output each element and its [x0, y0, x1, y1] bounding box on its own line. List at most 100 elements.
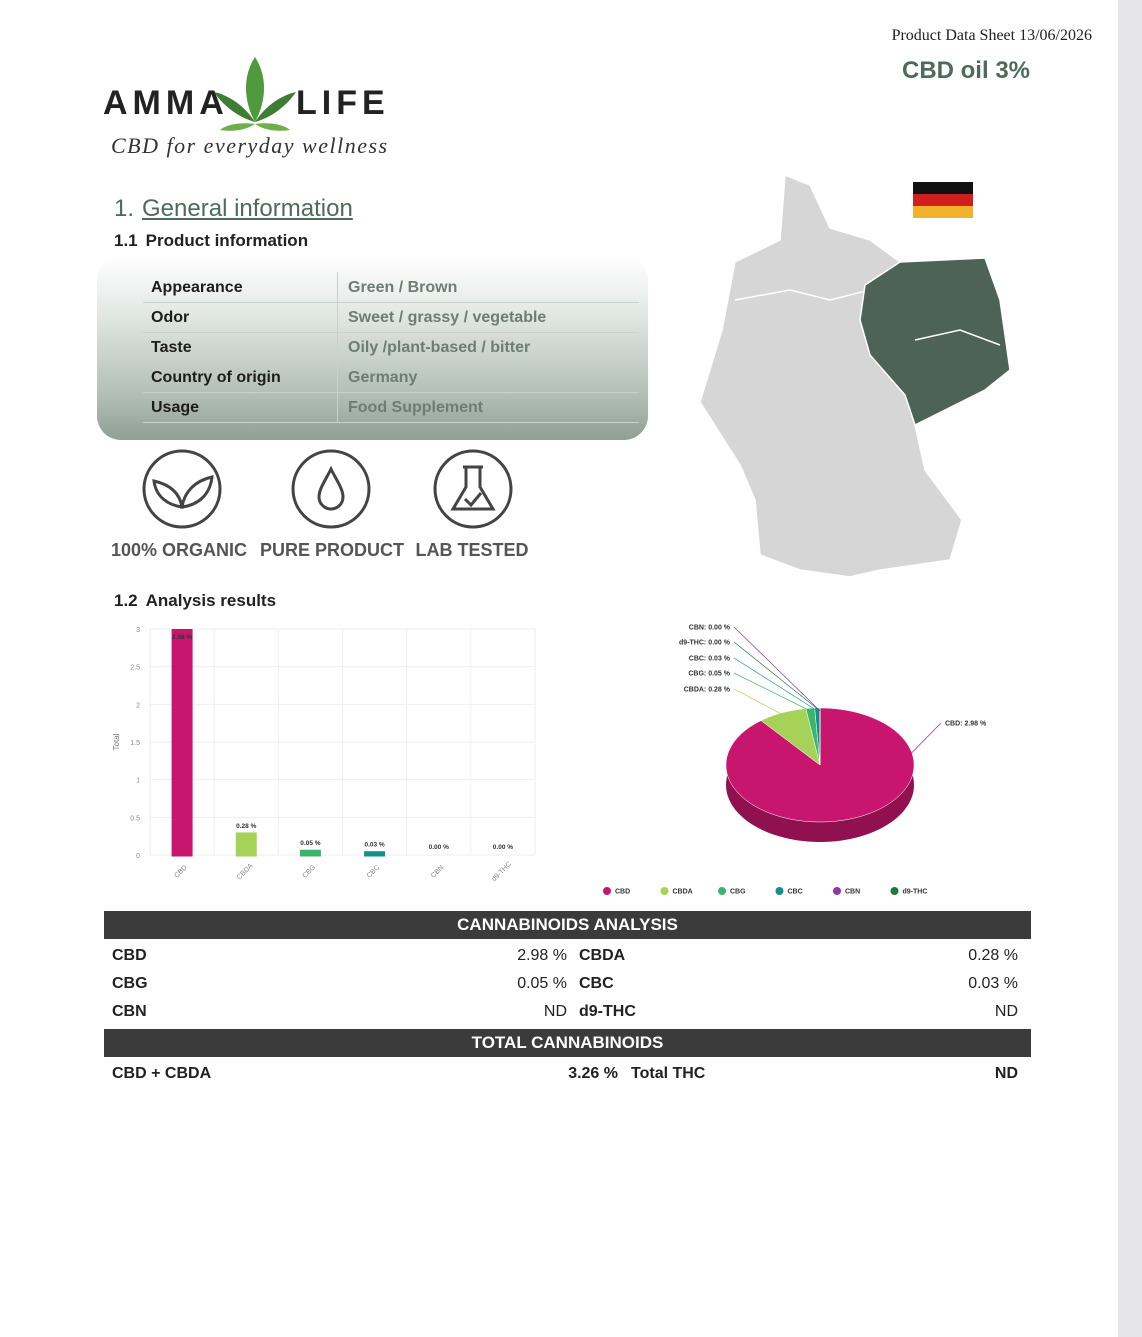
info-sep — [337, 272, 338, 302]
legend-label: CBD — [615, 889, 630, 896]
section-number: 1. — [114, 195, 135, 222]
cell-value: ND — [994, 1065, 1018, 1082]
table-row: CBN ND d9-THC ND — [104, 998, 1031, 1026]
legend-swatch — [660, 887, 669, 895]
legend-swatch — [833, 887, 841, 895]
legend-label: CBN — [845, 889, 860, 896]
icon-pure — [291, 449, 371, 529]
info-value: Oily /plant-based / bitter — [348, 339, 531, 356]
pie-value-label: d9-THC: 0.00 % — [679, 640, 731, 647]
y-tick-label: 2 — [136, 702, 140, 709]
pie-chart: CBD: 2.98 % CBDA: 0.28 % CBG: 0.05 % CBC: 0… — [603, 625, 987, 896]
info-key: Odor — [151, 309, 190, 326]
leader-line — [733, 657, 818, 712]
legend-label: CBDA — [673, 889, 693, 896]
y-axis-label: Total — [112, 733, 121, 750]
x-tick-label: CBD — [173, 864, 188, 879]
cell-name: CBD — [112, 947, 147, 964]
bar — [171, 629, 193, 857]
y-tick-label: 1 — [136, 778, 140, 785]
info-value: Sweet / grassy / vegetable — [348, 309, 547, 326]
logo-tagline: CBD for everyday wellness — [111, 133, 389, 158]
subsection-number: 1.1 — [114, 231, 138, 250]
logo-leaf — [214, 57, 296, 131]
cell-value: 2.98 % — [517, 947, 567, 964]
info-row: Usage Food Supplement — [143, 392, 639, 423]
subsection-text: Product information — [145, 231, 309, 250]
info-value: Food Supplement — [348, 399, 484, 416]
cell-name: d9-THC — [579, 1003, 636, 1020]
bar-value-label: 0.03 % — [364, 842, 384, 849]
section-text: General information — [142, 195, 353, 222]
info-value: Germany — [348, 369, 418, 386]
icon-lab — [433, 449, 513, 529]
section-title: 1. General information — [114, 195, 353, 223]
x-tick-label: CBN — [430, 864, 445, 879]
legend-swatch — [890, 887, 899, 895]
pie-value-label: CBD: 2.98 % — [945, 721, 987, 728]
info-key: Country of origin — [151, 369, 281, 386]
legend-label: d9-THC — [903, 889, 928, 896]
table-row: CBG 0.05 % CBC 0.03 % — [104, 970, 1031, 998]
doc-label: Product Data Sheet 13/06/2026 — [891, 27, 1092, 44]
badge-label: PURE PRODUCT — [259, 540, 404, 560]
bar — [299, 849, 321, 857]
cell-value: ND — [543, 1003, 567, 1020]
legend-label: CBC — [788, 889, 803, 896]
bar-value-label: 0.00 % — [493, 844, 513, 851]
subsection-title: 1.1 Product information — [114, 231, 308, 251]
table-row: CBD 2.98 % CBDA 0.28 % — [104, 942, 1031, 970]
badge-label: 100% ORGANIC — [110, 540, 248, 560]
logo-text: LIFE — [296, 84, 390, 122]
bar-value-label: 0.00 % — [429, 844, 449, 851]
map — [699, 173, 1011, 578]
pie-value-label: CBN: 0.00 % — [689, 625, 731, 632]
info-sep — [337, 392, 338, 422]
info-row: Appearance Green / Brown — [143, 272, 639, 303]
pie-value-label: CBC: 0.03 % — [689, 656, 731, 663]
y-tick-label: 0.5 — [130, 815, 140, 822]
info-row: Odor Sweet / grassy / vegetable — [143, 302, 639, 333]
y-tick-label: 1.5 — [130, 740, 140, 747]
legend-swatch — [775, 887, 784, 895]
badge-label: LAB TESTED — [415, 540, 529, 560]
cell-value: ND — [994, 1003, 1018, 1020]
leader-line — [849, 722, 942, 817]
leader-line — [733, 641, 821, 712]
y-tick-label: 3 — [136, 627, 140, 634]
bar-value-label: 0.05 % — [300, 840, 320, 847]
legend-label: CBG — [730, 889, 746, 896]
subsection-text: Analysis results — [145, 591, 277, 610]
cell-value: 3.26 % — [568, 1065, 618, 1082]
info-sep — [337, 362, 338, 392]
table-title-bar: TOTAL CANNABINOIDS — [104, 1029, 1031, 1057]
info-row: Taste Oily /plant-based / bitter — [143, 332, 639, 363]
cell-name: Total THC — [631, 1065, 706, 1082]
cell-name: CBD + CBDA — [112, 1065, 212, 1082]
x-tick-label: CBC — [366, 864, 381, 879]
y-tick-label: 2.5 — [130, 665, 140, 672]
cell-name: CBN — [112, 1003, 147, 1020]
logo-text: AMMA — [103, 84, 229, 122]
pie-slice — [760, 708, 821, 766]
legend-swatch — [603, 887, 611, 895]
cell-name: CBC — [579, 975, 614, 992]
subsection-number: 1.2 — [114, 591, 138, 610]
table-row: CBD + CBDA 3.26 % Total THC ND — [104, 1060, 1031, 1088]
bar-chart: Total 0 0.5 1 1.5 2 2.5 3 2.98 % CBD 0.28 % CBDA 0.0… — [112, 627, 536, 883]
info-value: Green / Brown — [348, 279, 458, 296]
leader-line — [733, 688, 785, 716]
x-tick-label: CBDA — [236, 862, 255, 881]
bar — [235, 832, 257, 857]
cell-value: 0.03 % — [968, 975, 1018, 992]
info-sep — [337, 332, 338, 362]
leader-line — [733, 626, 821, 712]
y-tick-label: 0 — [136, 853, 140, 860]
cell-name: CBG — [112, 975, 148, 992]
x-tick-label: d9-THC — [491, 861, 513, 883]
bar-value-label: 0.28 % — [236, 823, 256, 830]
bar — [364, 851, 386, 857]
info-key: Usage — [151, 399, 200, 416]
subsection-title: 1.2 Analysis results — [114, 591, 276, 611]
